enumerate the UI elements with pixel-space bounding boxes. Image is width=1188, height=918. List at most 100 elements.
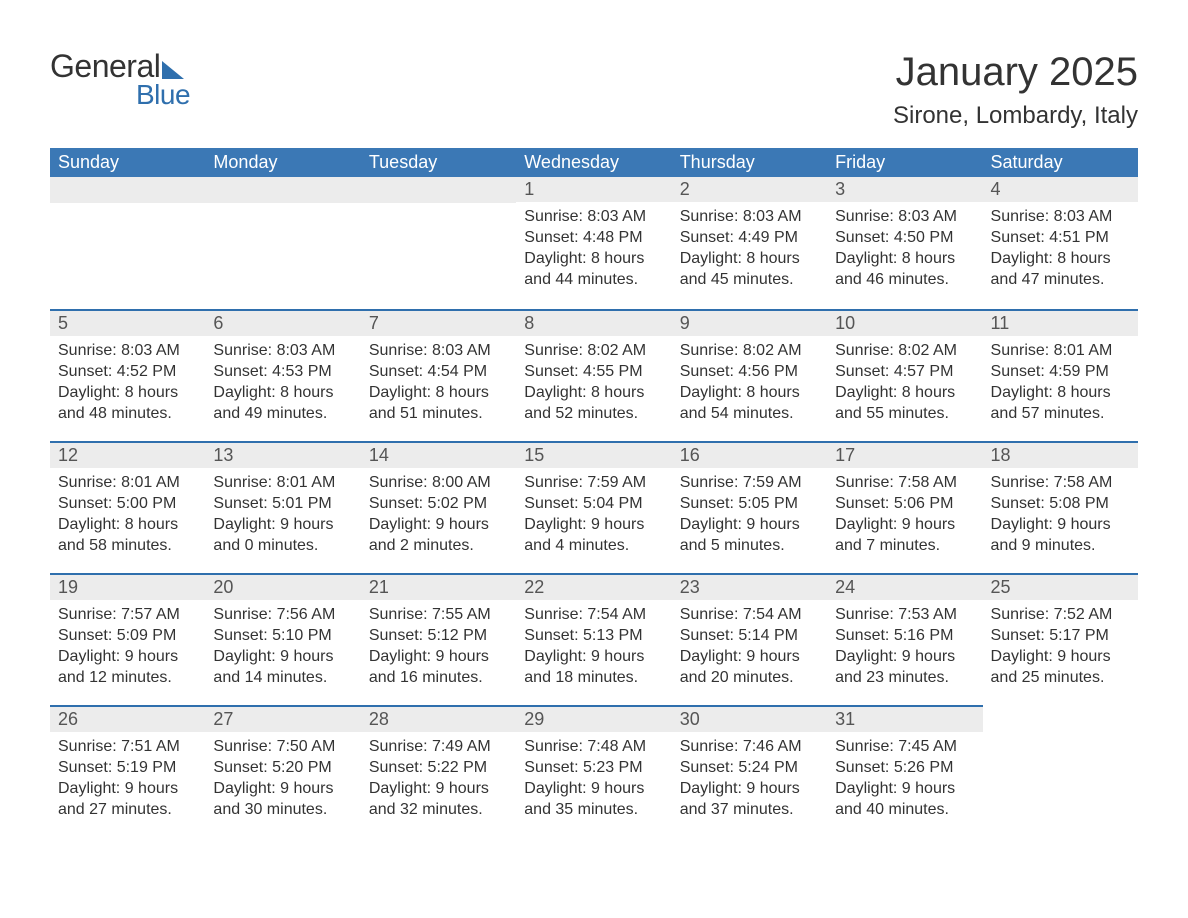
day-detail-daylight2: and 4 minutes. xyxy=(524,535,663,556)
day-detail-daylight2: and 2 minutes. xyxy=(369,535,508,556)
calendar-day-cell: 15Sunrise: 7:59 AMSunset: 5:04 PMDayligh… xyxy=(516,441,671,573)
calendar-day-cell: 27Sunrise: 7:50 AMSunset: 5:20 PMDayligh… xyxy=(205,705,360,837)
title-block: January 2025 Sirone, Lombardy, Italy xyxy=(893,50,1138,130)
calendar-day-cell: 14Sunrise: 8:00 AMSunset: 5:02 PMDayligh… xyxy=(361,441,516,573)
calendar-day-cell xyxy=(50,177,205,309)
day-detail-daylight1: Daylight: 9 hours xyxy=(213,514,352,535)
day-detail-daylight1: Daylight: 8 hours xyxy=(835,382,974,403)
calendar-day-cell xyxy=(983,705,1138,837)
day-detail-daylight1: Daylight: 8 hours xyxy=(991,248,1130,269)
calendar-day-cell: 30Sunrise: 7:46 AMSunset: 5:24 PMDayligh… xyxy=(672,705,827,837)
day-number: 27 xyxy=(205,705,360,732)
day-detail-daylight2: and 5 minutes. xyxy=(680,535,819,556)
calendar-day-cell: 1Sunrise: 8:03 AMSunset: 4:48 PMDaylight… xyxy=(516,177,671,309)
day-details: Sunrise: 7:55 AMSunset: 5:12 PMDaylight:… xyxy=(361,600,516,692)
day-detail-daylight1: Daylight: 8 hours xyxy=(524,248,663,269)
day-number: 30 xyxy=(672,705,827,732)
day-detail-sunset: Sunset: 4:59 PM xyxy=(991,361,1130,382)
day-number: 28 xyxy=(361,705,516,732)
day-number: 6 xyxy=(205,309,360,336)
calendar-page: General Blue January 2025 Sirone, Lombar… xyxy=(0,0,1188,867)
empty-day-band xyxy=(361,177,516,203)
day-detail-daylight2: and 18 minutes. xyxy=(524,667,663,688)
day-detail-daylight2: and 47 minutes. xyxy=(991,269,1130,290)
calendar-day-cell: 2Sunrise: 8:03 AMSunset: 4:49 PMDaylight… xyxy=(672,177,827,309)
day-detail-sunset: Sunset: 4:55 PM xyxy=(524,361,663,382)
day-details: Sunrise: 8:03 AMSunset: 4:54 PMDaylight:… xyxy=(361,336,516,428)
day-detail-daylight2: and 52 minutes. xyxy=(524,403,663,424)
day-details: Sunrise: 7:58 AMSunset: 5:06 PMDaylight:… xyxy=(827,468,982,560)
day-detail-daylight2: and 12 minutes. xyxy=(58,667,197,688)
day-detail-sunset: Sunset: 4:57 PM xyxy=(835,361,974,382)
calendar-day-cell: 28Sunrise: 7:49 AMSunset: 5:22 PMDayligh… xyxy=(361,705,516,837)
day-detail-sunset: Sunset: 5:01 PM xyxy=(213,493,352,514)
calendar-day-cell: 17Sunrise: 7:58 AMSunset: 5:06 PMDayligh… xyxy=(827,441,982,573)
day-details: Sunrise: 7:52 AMSunset: 5:17 PMDaylight:… xyxy=(983,600,1138,692)
day-detail-sunset: Sunset: 5:23 PM xyxy=(524,757,663,778)
day-header: Monday xyxy=(205,148,360,177)
day-details: Sunrise: 7:49 AMSunset: 5:22 PMDaylight:… xyxy=(361,732,516,824)
calendar-day-cell: 11Sunrise: 8:01 AMSunset: 4:59 PMDayligh… xyxy=(983,309,1138,441)
day-detail-sunset: Sunset: 4:53 PM xyxy=(213,361,352,382)
day-detail-sunset: Sunset: 4:52 PM xyxy=(58,361,197,382)
day-detail-sunrise: Sunrise: 8:03 AM xyxy=(58,340,197,361)
day-detail-daylight1: Daylight: 9 hours xyxy=(991,514,1130,535)
day-detail-sunrise: Sunrise: 8:02 AM xyxy=(680,340,819,361)
day-detail-sunrise: Sunrise: 8:00 AM xyxy=(369,472,508,493)
day-detail-sunrise: Sunrise: 7:55 AM xyxy=(369,604,508,625)
brand-text-general: General xyxy=(50,50,184,82)
day-detail-daylight1: Daylight: 8 hours xyxy=(680,382,819,403)
day-detail-daylight1: Daylight: 9 hours xyxy=(58,778,197,799)
brand-text-blue: Blue xyxy=(136,82,190,107)
day-detail-sunrise: Sunrise: 7:51 AM xyxy=(58,736,197,757)
day-detail-sunset: Sunset: 5:19 PM xyxy=(58,757,197,778)
day-detail-daylight1: Daylight: 9 hours xyxy=(835,514,974,535)
day-number: 29 xyxy=(516,705,671,732)
day-detail-sunrise: Sunrise: 7:58 AM xyxy=(991,472,1130,493)
day-detail-sunset: Sunset: 5:02 PM xyxy=(369,493,508,514)
day-details: Sunrise: 7:54 AMSunset: 5:14 PMDaylight:… xyxy=(672,600,827,692)
calendar-day-cell xyxy=(361,177,516,309)
day-detail-sunrise: Sunrise: 7:52 AM xyxy=(991,604,1130,625)
calendar-day-cell: 29Sunrise: 7:48 AMSunset: 5:23 PMDayligh… xyxy=(516,705,671,837)
day-number: 18 xyxy=(983,441,1138,468)
day-header: Thursday xyxy=(672,148,827,177)
day-detail-daylight2: and 9 minutes. xyxy=(991,535,1130,556)
calendar-day-cell xyxy=(205,177,360,309)
day-detail-daylight1: Daylight: 9 hours xyxy=(369,778,508,799)
day-detail-daylight2: and 45 minutes. xyxy=(680,269,819,290)
day-detail-daylight2: and 14 minutes. xyxy=(213,667,352,688)
day-details: Sunrise: 7:48 AMSunset: 5:23 PMDaylight:… xyxy=(516,732,671,824)
day-detail-daylight1: Daylight: 9 hours xyxy=(835,778,974,799)
day-details: Sunrise: 8:01 AMSunset: 4:59 PMDaylight:… xyxy=(983,336,1138,428)
day-details: Sunrise: 8:01 AMSunset: 5:00 PMDaylight:… xyxy=(50,468,205,560)
calendar-week-row: 5Sunrise: 8:03 AMSunset: 4:52 PMDaylight… xyxy=(50,309,1138,441)
page-title: January 2025 xyxy=(893,50,1138,94)
day-detail-sunset: Sunset: 5:12 PM xyxy=(369,625,508,646)
day-details: Sunrise: 7:58 AMSunset: 5:08 PMDaylight:… xyxy=(983,468,1138,560)
day-detail-daylight2: and 16 minutes. xyxy=(369,667,508,688)
calendar-day-cell: 16Sunrise: 7:59 AMSunset: 5:05 PMDayligh… xyxy=(672,441,827,573)
day-detail-daylight1: Daylight: 9 hours xyxy=(680,646,819,667)
day-number: 11 xyxy=(983,309,1138,336)
day-details: Sunrise: 8:00 AMSunset: 5:02 PMDaylight:… xyxy=(361,468,516,560)
day-detail-daylight2: and 37 minutes. xyxy=(680,799,819,820)
day-number: 15 xyxy=(516,441,671,468)
day-number: 9 xyxy=(672,309,827,336)
day-detail-daylight1: Daylight: 9 hours xyxy=(680,514,819,535)
calendar-day-cell: 31Sunrise: 7:45 AMSunset: 5:26 PMDayligh… xyxy=(827,705,982,837)
day-number: 25 xyxy=(983,573,1138,600)
day-detail-sunrise: Sunrise: 7:49 AM xyxy=(369,736,508,757)
calendar-day-cell: 20Sunrise: 7:56 AMSunset: 5:10 PMDayligh… xyxy=(205,573,360,705)
day-detail-sunrise: Sunrise: 7:57 AM xyxy=(58,604,197,625)
calendar-week-row: 26Sunrise: 7:51 AMSunset: 5:19 PMDayligh… xyxy=(50,705,1138,837)
day-detail-sunrise: Sunrise: 8:03 AM xyxy=(680,206,819,227)
day-detail-daylight1: Daylight: 8 hours xyxy=(991,382,1130,403)
day-number: 3 xyxy=(827,177,982,202)
day-detail-sunrise: Sunrise: 8:03 AM xyxy=(991,206,1130,227)
calendar-day-cell: 8Sunrise: 8:02 AMSunset: 4:55 PMDaylight… xyxy=(516,309,671,441)
day-details: Sunrise: 7:57 AMSunset: 5:09 PMDaylight:… xyxy=(50,600,205,692)
day-details: Sunrise: 8:02 AMSunset: 4:55 PMDaylight:… xyxy=(516,336,671,428)
day-header-row: Sunday Monday Tuesday Wednesday Thursday… xyxy=(50,148,1138,177)
day-detail-sunset: Sunset: 5:09 PM xyxy=(58,625,197,646)
